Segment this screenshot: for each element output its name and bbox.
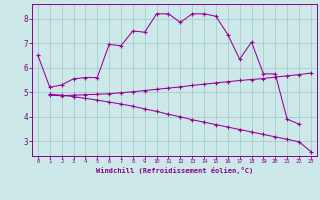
X-axis label: Windchill (Refroidissement éolien,°C): Windchill (Refroidissement éolien,°C)	[96, 167, 253, 174]
